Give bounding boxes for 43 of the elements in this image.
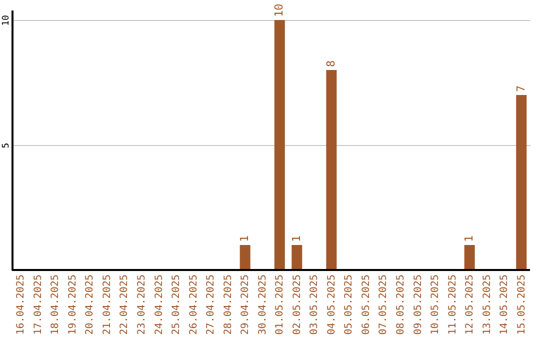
- x-tick-label: 02.05.2025: [292, 274, 303, 335]
- x-tick-label: 09.05.2025: [412, 274, 424, 335]
- x-tick-label: 13.05.2025: [482, 274, 493, 335]
- bar: [464, 245, 475, 270]
- x-tick-label: 30.04.2025: [257, 274, 268, 335]
- bar: [292, 245, 302, 270]
- x-tick-label: 22.04.2025: [119, 274, 130, 335]
- x-tick-label: 23.04.2025: [136, 274, 148, 335]
- x-tick-label: 28.04.2025: [222, 274, 234, 335]
- data-label: 1: [238, 235, 252, 242]
- bar: [274, 20, 285, 270]
- data-label: 10: [272, 4, 286, 17]
- x-tick-label: 11.05.2025: [447, 274, 458, 335]
- x-tick-label: 05.05.2025: [344, 274, 355, 335]
- bar: [326, 70, 337, 270]
- x-tick-label: 25.04.2025: [171, 274, 182, 335]
- x-tick-label: 27.04.2025: [206, 274, 217, 335]
- x-tick-label: 04.05.2025: [326, 274, 338, 335]
- x-tick-label: 12.05.2025: [464, 274, 476, 335]
- x-tick-label: 15.05.2025: [516, 274, 528, 335]
- x-tick-label: 07.05.2025: [378, 274, 390, 335]
- x-tick-label: 16.04.2025: [16, 274, 27, 335]
- x-tick-label: 14.05.2025: [499, 274, 510, 335]
- x-tick-label: 06.05.2025: [360, 274, 372, 335]
- x-tick-label: 18.04.2025: [50, 274, 62, 335]
- bar: [516, 95, 527, 270]
- x-tick-label: 17.04.2025: [32, 274, 44, 335]
- x-tick-label: 08.05.2025: [396, 274, 406, 335]
- x-tick-label: 21.04.2025: [102, 274, 113, 335]
- bar: [240, 245, 250, 270]
- x-tick-label: 29.04.2025: [240, 274, 252, 335]
- y-tick-label: 5: [2, 142, 12, 148]
- data-label: 8: [324, 60, 338, 67]
- x-tick-label: 24.04.2025: [154, 274, 165, 335]
- x-tick-label: 01.05.2025: [274, 274, 286, 335]
- data-label: 1: [462, 235, 476, 242]
- data-label: 7: [514, 85, 528, 92]
- x-tick-label: 10.05.2025: [430, 274, 442, 335]
- x-tick-label: 03.05.2025: [309, 274, 320, 335]
- x-tick-label: 26.04.2025: [188, 274, 200, 335]
- x-tick-label: 20.04.2025: [84, 274, 96, 335]
- x-tick-label: 19.04.2025: [67, 274, 78, 335]
- data-label: 1: [290, 235, 303, 242]
